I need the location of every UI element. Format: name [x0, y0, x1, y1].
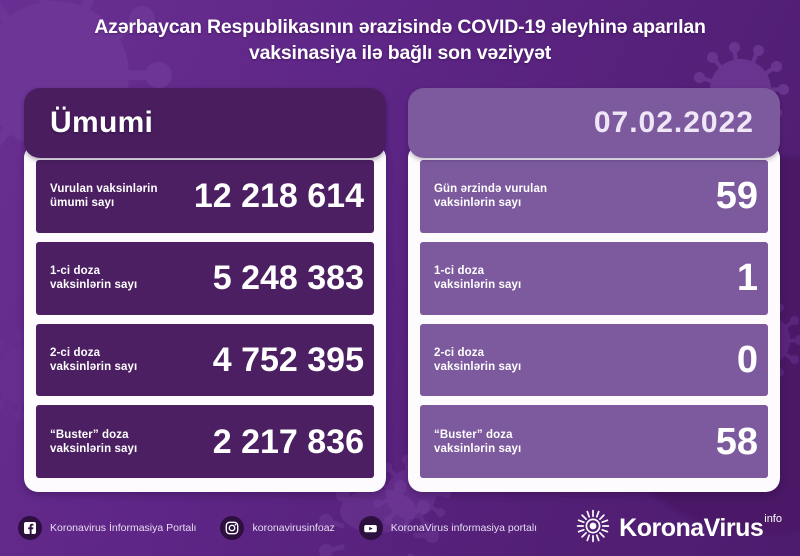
table-row: 2-ci doza vaksinlərin sayı 4 752 395	[36, 323, 374, 397]
daily-column: 07.02.2022 Gün ərzində vurulan vaksinlər…	[408, 88, 780, 492]
table-row: “Buster” doza vaksinlərin sayı 58	[420, 405, 768, 478]
social-facebook[interactable]: Koronavirus İnformasiya Portalı	[18, 516, 196, 540]
row-value: 12 218 614	[193, 177, 364, 216]
sun-virus-logo-icon	[576, 509, 610, 548]
tab-total[interactable]: Ümumi	[24, 88, 386, 158]
social-youtube[interactable]: KoronaVirus informasiya portalı	[358, 516, 538, 540]
row-label: Vurulan vaksinlərin ümumi sayı	[50, 183, 158, 210]
brand-suffix: info	[764, 512, 782, 525]
instagram-icon	[220, 516, 245, 540]
table-row: 1-ci doza vaksinlərin sayı 1	[420, 241, 768, 315]
table-row: Gün ərzində vurulan vaksinlərin sayı 59	[420, 160, 768, 233]
row-label: 2-ci doza vaksinlərin sayı	[434, 346, 522, 373]
tab-total-label: Ümumi	[50, 106, 154, 139]
row-value: 2 217 836	[212, 422, 364, 461]
row-label: “Buster” doza vaksinlərin sayı	[50, 428, 138, 455]
tab-date-label: 07.02.2022	[593, 106, 754, 139]
daily-card: Gün ərzində vurulan vaksinlərin sayı 59 …	[408, 144, 780, 492]
total-card: Vurulan vaksinlərin ümumi sayı 12 218 61…	[24, 144, 386, 492]
table-row: “Buster” doza vaksinlərin sayı 2 217 836	[36, 405, 374, 478]
footer: Koronavirus İnformasiya Portalı koronavi…	[0, 500, 800, 556]
social-facebook-label: Koronavirus İnformasiya Portalı	[50, 522, 197, 534]
row-label: “Buster” doza vaksinlərin sayı	[434, 428, 522, 455]
row-value: 58	[715, 420, 758, 463]
row-label: 2-ci doza vaksinlərin sayı	[50, 346, 138, 373]
brand-name: KoronaVirus	[619, 513, 764, 542]
table-row: 1-ci doza vaksinlərin sayı 5 248 383	[36, 241, 374, 315]
facebook-icon	[18, 516, 42, 540]
table-row: Vurulan vaksinlərin ümumi sayı 12 218 61…	[36, 160, 374, 233]
social-youtube-label: KoronaVirus informasiya portalı	[390, 522, 538, 534]
page-title: Azərbaycan Respublikasının ərazisində CO…	[94, 16, 706, 64]
youtube-icon	[358, 516, 383, 540]
row-value: 1	[736, 257, 758, 300]
row-value: 59	[715, 175, 758, 218]
social-instagram-label: koronavirusinfoaz	[252, 522, 335, 534]
row-label: 1-ci doza vaksinlərin sayı	[50, 265, 138, 292]
tab-date[interactable]: 07.02.2022	[408, 88, 780, 158]
row-label: Gün ərzində vurulan vaksinlərin sayı	[434, 183, 548, 210]
brand-logo[interactable]: KoronaVirus info	[576, 509, 782, 548]
row-value: 5 248 383	[212, 259, 364, 298]
total-column: Ümumi Vurulan vaksinlərin ümumi sayı 12 …	[24, 88, 386, 492]
row-label: 1-ci doza vaksinlərin sayı	[434, 265, 522, 292]
table-row: 2-ci doza vaksinlərin sayı 0	[420, 323, 768, 397]
row-value: 4 752 395	[212, 340, 364, 379]
row-value: 0	[736, 338, 758, 381]
social-instagram[interactable]: koronavirusinfoaz	[220, 516, 335, 540]
